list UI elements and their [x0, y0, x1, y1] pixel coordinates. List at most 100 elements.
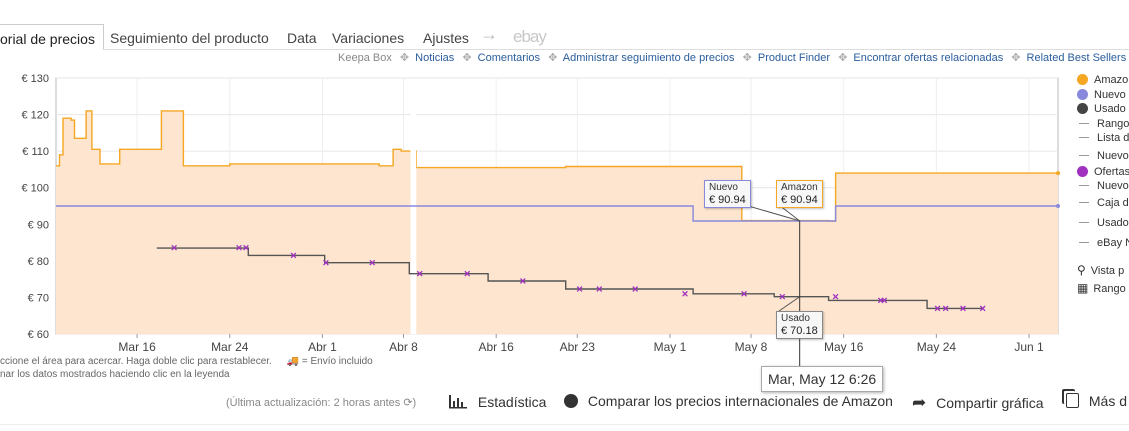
legend-item[interactable]: ▦ Rango: [1077, 281, 1126, 295]
hint-zoom-text: ccione el área para acercar. Haga doble …: [0, 356, 272, 367]
more-label: Más d: [1088, 393, 1128, 409]
ofertas-point: [942, 305, 949, 312]
ofertas-point: [416, 270, 423, 277]
refresh-icon[interactable]: ⟳: [403, 397, 413, 409]
legend-item[interactable]: Usado,: [1077, 216, 1129, 230]
legend-label: Nuevo: [1094, 89, 1126, 101]
chart-toolbar: (Última actualización: 2 horas antes ⟳) …: [0, 390, 1129, 414]
share-chart-label: Compartir gráfica: [936, 395, 1044, 411]
separator-icon: ✥: [742, 52, 752, 64]
ofertas-point-stroke: [290, 252, 297, 259]
x-tick-label: May 16: [824, 340, 864, 354]
tooltip-amazon: Amazon € 90.94: [776, 180, 823, 208]
tab-settings[interactable]: Ajustes: [423, 30, 469, 46]
legend-item[interactable]: Caja de: [1077, 196, 1129, 210]
ofertas-point: [682, 290, 688, 297]
legend-label: Nuevo,: [1097, 180, 1129, 192]
ofertas-point: [576, 286, 583, 292]
legend-label: Ofertas: [1094, 166, 1129, 178]
legend-label: Amazo: [1094, 74, 1129, 86]
ofertas-point: [979, 305, 986, 312]
legend-item[interactable]: Rango: [1077, 117, 1129, 131]
link-product-finder[interactable]: Product Finder: [757, 52, 831, 64]
legend-item[interactable]: Amazo: [1077, 73, 1128, 87]
y-tick-label: € 100: [21, 183, 49, 195]
share-chart-button[interactable]: ➦ Compartir gráfica: [912, 393, 1044, 413]
ofertas-point: [290, 252, 297, 259]
ebay-logo[interactable]: ebay: [513, 27, 547, 46]
ofertas-point: [934, 305, 941, 312]
copy-icon: [1066, 393, 1079, 408]
ofertas-point-stroke: [369, 259, 376, 266]
statistics-button[interactable]: Estadística: [448, 393, 546, 410]
tab-variations[interactable]: Variaciones: [332, 30, 405, 46]
legend-dot-icon: [1077, 103, 1088, 114]
legend-item[interactable]: Nuevo,: [1077, 149, 1129, 163]
link-related-offers[interactable]: Encontrar ofertas relacionadas: [853, 52, 1004, 64]
separator-icon: ✥: [399, 52, 410, 64]
tab-divider: [103, 49, 1129, 50]
legend-item[interactable]: ⚲ Vista p: [1077, 263, 1124, 277]
ofertas-point-stroke: [519, 278, 526, 284]
ofertas-point-stroke: [934, 305, 941, 312]
more-button[interactable]: Más d: [1066, 393, 1127, 409]
legend-dash-icon: [1079, 137, 1089, 138]
ofertas-point-stroke: [416, 270, 423, 277]
chart-marks: [171, 171, 1060, 366]
chart-fills: [56, 110, 1058, 335]
ofertas-point-stroke: [779, 293, 786, 300]
ofertas-point-stroke: [934, 305, 941, 312]
compare-prices-button[interactable]: Comparar los precios internacionales de …: [564, 393, 893, 409]
ofertas-point-stroke: [832, 293, 839, 300]
ofertas-point-stroke: [290, 252, 297, 259]
tab-price-history[interactable]: orial de precios: [0, 24, 104, 49]
ofertas-point-stroke: [596, 286, 603, 292]
amazon-line: [56, 110, 1058, 222]
link-manage-tracking[interactable]: Administrar seguimiento de precios: [562, 52, 735, 64]
y-tick-label: € 120: [21, 110, 49, 122]
legend-item[interactable]: Usado: [1077, 102, 1126, 116]
keepa-box-label: Keepa Box: [338, 52, 392, 64]
tooltip-nuevo-value: € 90.94: [709, 194, 746, 206]
ofertas-point-stroke: [832, 293, 839, 300]
ofertas-point-stroke: [979, 305, 986, 312]
calendar-icon: ▦: [1077, 281, 1089, 295]
tab-data[interactable]: Data: [287, 30, 317, 46]
x-tick-label: Mar 16: [118, 340, 156, 354]
link-related-best-sellers[interactable]: Related Best Sellers: [1026, 52, 1127, 64]
y-tick-label: € 70: [28, 292, 49, 304]
legend-item[interactable]: Nuevo: [1077, 88, 1126, 102]
ofertas-point-stroke: [369, 259, 376, 266]
legend-item[interactable]: eBay N: [1077, 236, 1129, 250]
x-tick-label: Abr 1: [308, 340, 337, 354]
tooltip-usado: Usado € 70.18: [776, 311, 823, 339]
legend-label: Usado: [1094, 103, 1126, 115]
ofertas-point-stroke: [960, 305, 966, 312]
legend-item[interactable]: Nuevo,: [1077, 179, 1129, 193]
legend-item[interactable]: Ofertas: [1077, 165, 1129, 179]
ofertas-point: [832, 293, 839, 300]
x-tick-label: May 8: [735, 340, 768, 354]
ofertas-point-stroke: [960, 305, 966, 312]
ofertas-point-stroke: [779, 293, 786, 300]
arrow-right-icon: →: [480, 24, 498, 44]
y-tick-label: € 110: [22, 146, 49, 158]
tab-product-tracking[interactable]: Seguimiento del producto: [110, 30, 269, 46]
ofertas-point-stroke: [236, 244, 242, 251]
ofertas-point: [323, 259, 329, 266]
ofertas-point-stroke: [877, 297, 884, 304]
legend-dash-icon: [1079, 202, 1089, 203]
ofertas-point-stroke: [519, 278, 526, 284]
ofertas-point-stroke: [682, 290, 688, 297]
y-tick-label: € 130: [21, 73, 49, 85]
ofertas-point-stroke: [171, 244, 178, 251]
amazon-area: [56, 110, 1058, 335]
legend-item[interactable]: Lista d: [1077, 131, 1129, 145]
usado-line: [156, 247, 983, 310]
link-comments[interactable]: Comentarios: [477, 52, 540, 64]
y-tick-label: € 90: [28, 219, 49, 231]
toplinks-bar: Keepa Box ✥ Noticias ✥ Comentarios ✥ Adm…: [338, 51, 1129, 64]
x-tick-label: May 1: [654, 340, 687, 354]
x-tick-label: Abr 8: [389, 340, 418, 354]
link-news[interactable]: Noticias: [415, 52, 455, 64]
